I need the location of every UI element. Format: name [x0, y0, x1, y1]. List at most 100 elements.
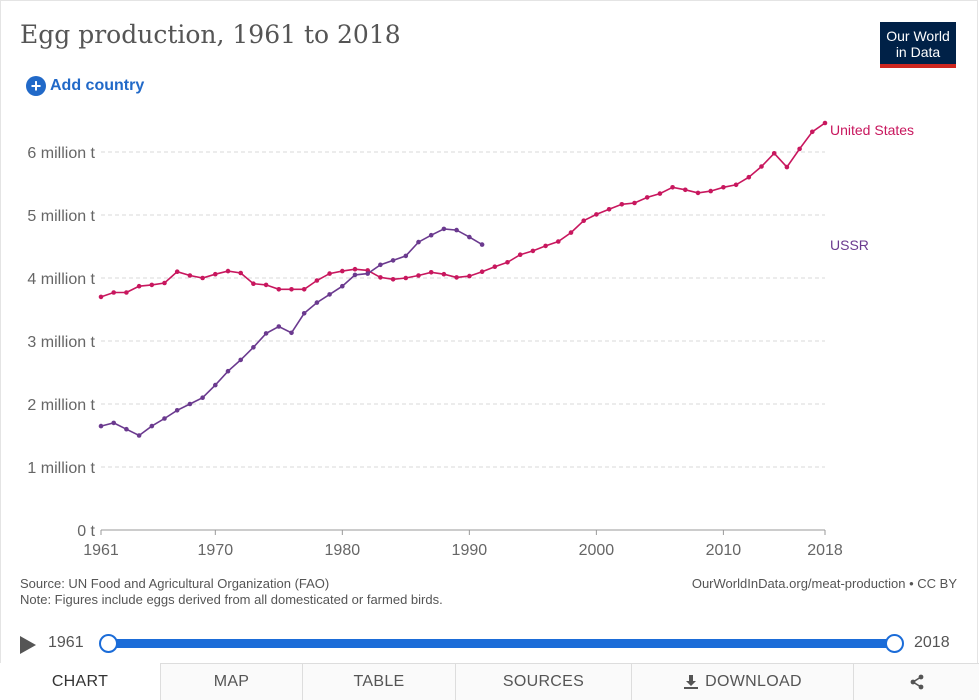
data-point [619, 202, 625, 207]
x-tick-label: 1970 [198, 542, 234, 559]
tab-chart[interactable]: CHART [0, 663, 160, 700]
data-point [340, 268, 345, 274]
timeline-track[interactable] [107, 639, 895, 648]
data-point [149, 282, 155, 288]
tab-map-label: MAP [213, 673, 250, 690]
data-point [378, 275, 383, 280]
data-point [365, 268, 371, 273]
owid-logo[interactable]: Our World in Data [880, 22, 956, 68]
tab-chart-label: CHART [51, 673, 109, 690]
data-point [670, 185, 675, 190]
data-point [251, 345, 256, 350]
data-point [301, 287, 307, 292]
data-point [606, 207, 612, 212]
logo-line-1: Our World [886, 28, 950, 44]
data-point [276, 324, 282, 329]
y-tick-label: 1 million t [27, 460, 95, 477]
data-point [238, 357, 243, 363]
data-point [149, 423, 155, 429]
data-point [111, 420, 116, 426]
tab-table[interactable]: TABLE [302, 663, 455, 700]
data-point [530, 248, 536, 254]
data-point [263, 331, 269, 336]
data-point [327, 271, 332, 276]
download-icon [684, 675, 699, 689]
data-point [213, 271, 218, 277]
data-point [200, 395, 205, 401]
data-point [797, 146, 802, 152]
data-point [428, 270, 434, 275]
data-point [568, 230, 574, 235]
share-button[interactable] [853, 663, 979, 700]
x-tick-label: 1990 [452, 542, 488, 559]
data-point [352, 266, 358, 272]
attribution-link[interactable]: OurWorldInData.org/meat-production • CC … [691, 576, 957, 591]
series-label-ussr: USSR [830, 237, 869, 253]
data-point [683, 187, 688, 193]
x-tick-label: 2018 [807, 542, 843, 559]
y-tick-label: 5 million t [27, 208, 95, 225]
data-point [124, 290, 129, 295]
timeline-start-handle[interactable] [99, 634, 118, 653]
data-point [136, 433, 142, 438]
data-point [301, 311, 307, 316]
data-point [479, 269, 485, 275]
tab-bar: CHART MAP TABLE SOURCES DOWNLOAD [0, 663, 979, 700]
x-tick-label: 2000 [579, 542, 615, 559]
data-point [492, 264, 498, 270]
data-point [124, 426, 129, 432]
data-point [695, 190, 701, 196]
data-point [289, 287, 294, 292]
data-point [632, 200, 637, 206]
chart-footer-notes: Source: UN Food and Agricultural Organiz… [20, 576, 443, 608]
data-point [162, 280, 167, 286]
data-point [327, 292, 332, 297]
data-point [162, 416, 167, 421]
data-point [187, 401, 193, 407]
data-point [365, 271, 371, 276]
data-point [225, 268, 231, 274]
data-point [708, 188, 713, 194]
data-point [314, 300, 320, 305]
tab-download-label: DOWNLOAD [705, 673, 802, 690]
timeline-end-handle[interactable] [885, 634, 904, 653]
tab-map[interactable]: MAP [160, 663, 302, 700]
data-point [174, 269, 180, 275]
data-point [225, 368, 231, 374]
data-point [276, 287, 282, 292]
tab-download[interactable]: DOWNLOAD [631, 663, 853, 700]
data-point [441, 226, 447, 232]
play-icon[interactable] [20, 636, 36, 654]
data-point [733, 182, 739, 188]
data-point [98, 294, 104, 300]
data-point [594, 212, 599, 217]
data-point [98, 423, 104, 429]
y-tick-label: 6 million t [27, 145, 95, 162]
data-point [759, 164, 764, 169]
add-country-button[interactable]: + Add country [26, 76, 144, 96]
data-point [454, 227, 459, 233]
line-chart: 0 t 1 million t 2 million t 3 million t 4 mi… [27, 120, 914, 559]
data-point [111, 290, 116, 295]
y-tick-label: 2 million t [27, 397, 95, 414]
data-point [187, 273, 193, 278]
tab-table-label: TABLE [353, 673, 405, 690]
data-point [136, 283, 142, 289]
timeline-start-label: 1961 [48, 634, 84, 651]
data-point [416, 239, 421, 245]
tab-sources[interactable]: SOURCES [455, 663, 631, 700]
x-tick-label: 1961 [83, 542, 119, 559]
data-point [352, 272, 358, 278]
data-point [390, 277, 396, 282]
data-point [479, 242, 485, 247]
data-point [454, 275, 459, 280]
data-point [213, 382, 218, 388]
timeline-end-label: 2018 [914, 634, 950, 651]
data-point [263, 282, 269, 288]
data-point [200, 275, 205, 281]
note-text: Note: Figures include eggs derived from … [20, 592, 443, 607]
source-text: Source: UN Food and Agricultural Organiz… [20, 576, 330, 591]
data-point [441, 271, 447, 277]
x-tick-label: 1980 [325, 542, 361, 559]
data-point [644, 195, 650, 200]
